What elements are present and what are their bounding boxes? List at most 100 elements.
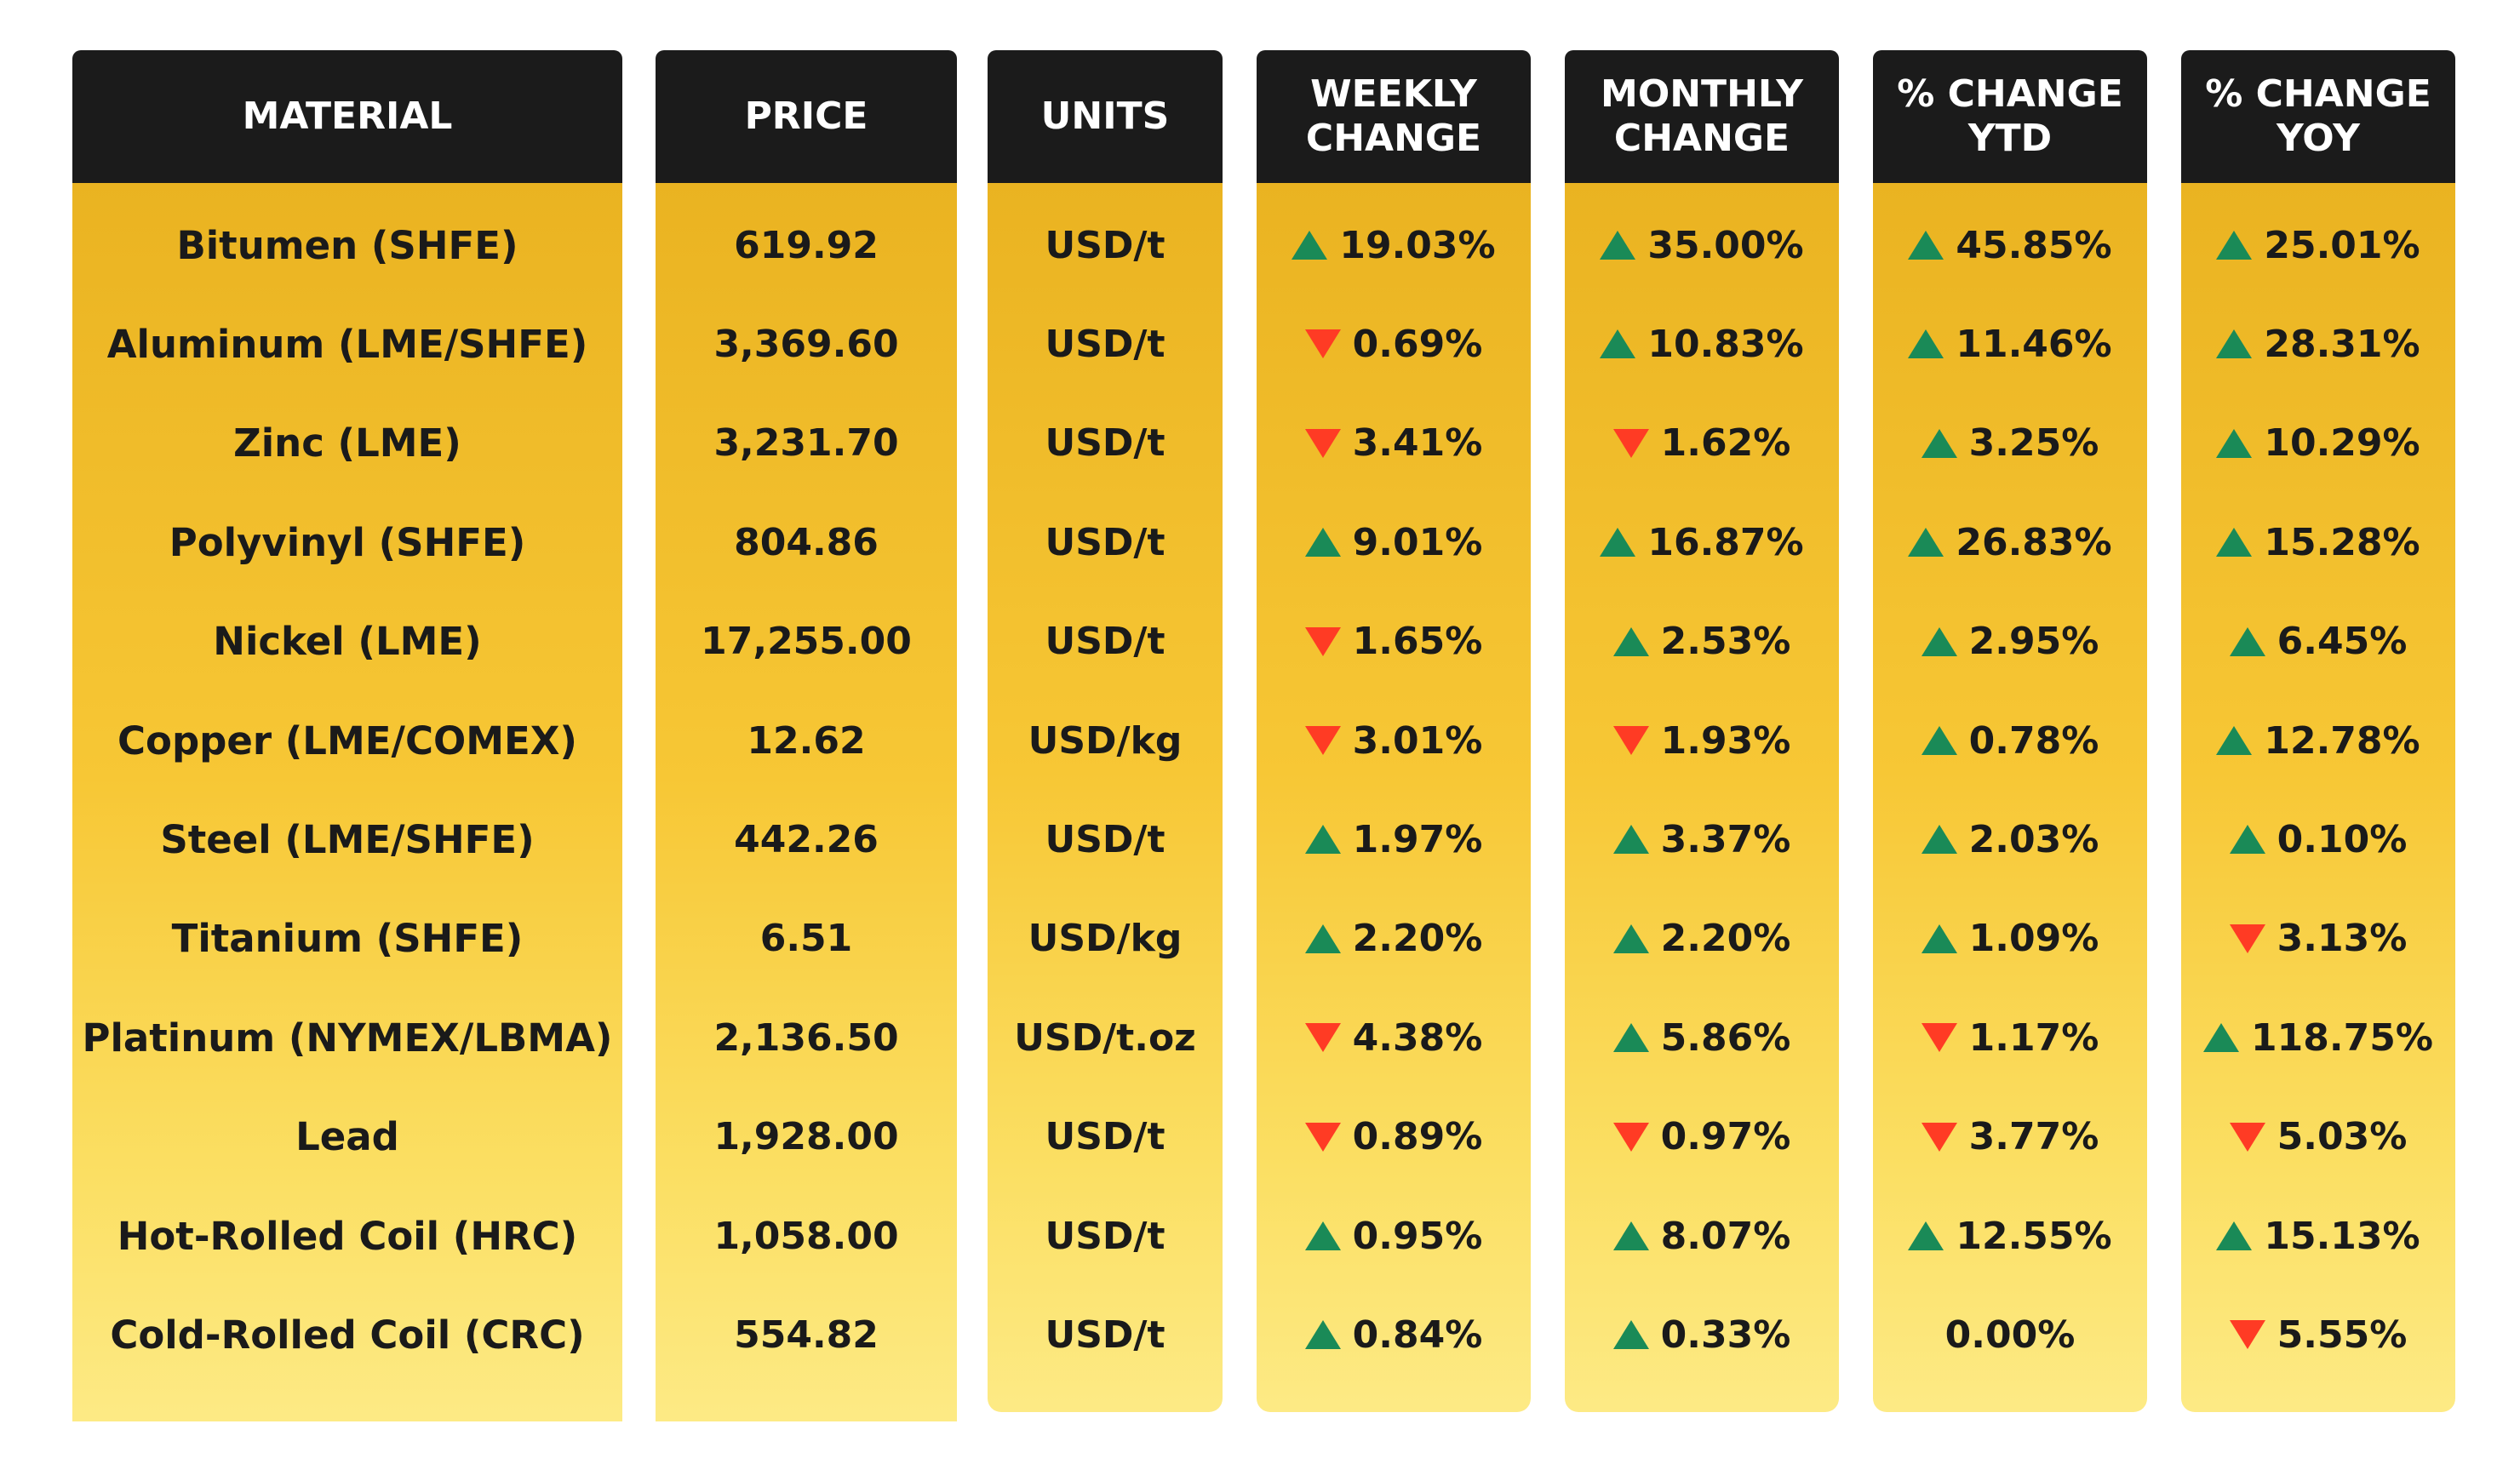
price-cell: 554.82 xyxy=(734,1312,879,1357)
ytd-cell: 0.00% xyxy=(1873,1301,2147,1369)
ytd-cell: 3.25% xyxy=(1873,409,2147,478)
price-cell: 804.86 xyxy=(734,520,879,564)
triangle-down-icon xyxy=(1304,428,1341,458)
price-cell: 1,928.00 xyxy=(713,1115,899,1159)
header-material: MATERIAL xyxy=(72,50,622,183)
ytd-value: 1.09% xyxy=(1968,917,2099,961)
triangle-down-icon xyxy=(1612,726,1649,755)
weekly-cell: 0.69% xyxy=(1257,310,1531,378)
header-change-yoy: % CHANGE YOY xyxy=(2181,50,2455,183)
body-change-ytd: 45.85% 11.46% 3.25% 26.83% 2.95% 0.78% 2.03% 1.… xyxy=(1873,183,2147,1412)
weekly-value: 3.41% xyxy=(1352,421,1483,466)
material-cell: Steel (LME/SHFE) xyxy=(160,816,535,862)
yoy-value: 6.45% xyxy=(2277,620,2408,664)
price-cell: 2,136.50 xyxy=(713,1015,899,1060)
monthly-value: 1.93% xyxy=(1660,718,1791,763)
triangle-down-icon xyxy=(1921,1122,1957,1152)
header-price: PRICE xyxy=(656,50,957,183)
units-cell: USD/t.oz xyxy=(1014,1015,1196,1060)
yoy-cell: 3.13% xyxy=(2181,905,2455,973)
triangle-up-icon xyxy=(1304,924,1341,953)
weekly-cell: 2.20% xyxy=(1257,905,1531,973)
ytd-value: 12.55% xyxy=(1956,1214,2112,1258)
units-cell: USD/t xyxy=(1045,1214,1166,1258)
price-cell: 17,255.00 xyxy=(701,620,912,664)
triangle-up-icon xyxy=(2216,428,2253,458)
weekly-value: 0.84% xyxy=(1352,1312,1483,1357)
triangle-up-icon xyxy=(1612,1023,1649,1053)
triangle-down-icon xyxy=(1304,1023,1341,1053)
material-cell: Platinum (NYMEX/LBMA) xyxy=(82,1015,613,1061)
ytd-cell: 1.09% xyxy=(1873,905,2147,973)
column-change-ytd: % CHANGE YTD 45.85% 11.46% 3.25% 26.83% 2.95… xyxy=(1873,50,2147,1412)
monthly-cell: 1.93% xyxy=(1565,706,1839,775)
monthly-value: 35.00% xyxy=(1647,223,1804,267)
triangle-down-icon xyxy=(1304,626,1341,656)
column-weekly-change: WEEKLY CHANGE 19.03% 0.69% 3.41% 9.01% 1.65%… xyxy=(1257,50,1531,1412)
ytd-cell: 2.95% xyxy=(1873,608,2147,676)
triangle-up-icon xyxy=(1304,528,1341,558)
units-cell: USD/t xyxy=(1045,520,1166,564)
triangle-up-icon xyxy=(1908,528,1944,558)
triangle-down-icon xyxy=(1612,1122,1649,1152)
weekly-cell: 0.89% xyxy=(1257,1103,1531,1171)
yoy-cell: 15.28% xyxy=(2181,508,2455,576)
weekly-value: 4.38% xyxy=(1352,1015,1483,1060)
ytd-value: 11.46% xyxy=(1956,322,2112,366)
yoy-cell: 5.55% xyxy=(2181,1301,2455,1369)
price-cell: 442.26 xyxy=(734,817,879,861)
triangle-down-icon xyxy=(2229,1320,2265,1350)
monthly-cell: 5.86% xyxy=(1565,1004,1839,1072)
weekly-cell: 1.65% xyxy=(1257,608,1531,676)
body-weekly-change: 19.03% 0.69% 3.41% 9.01% 1.65% 3.01% 1.97% 2.20… xyxy=(1257,183,1531,1412)
price-cell: 619.92 xyxy=(734,223,879,267)
ytd-value: 2.03% xyxy=(1968,817,2099,861)
triangle-up-icon xyxy=(2229,825,2265,855)
ytd-cell: 45.85% xyxy=(1873,211,2147,279)
weekly-value: 0.95% xyxy=(1352,1214,1483,1258)
monthly-cell: 3.37% xyxy=(1565,805,1839,873)
column-price: PRICE 619.92 3,369.60 3,231.70 804.86 17,255… xyxy=(656,50,957,1421)
ytd-value: 0.00% xyxy=(1944,1312,2076,1357)
triangle-down-icon xyxy=(2229,1122,2265,1152)
yoy-value: 5.03% xyxy=(2277,1115,2408,1159)
units-cell: USD/t xyxy=(1045,817,1166,861)
triangle-up-icon xyxy=(1612,1221,1649,1250)
triangle-up-icon xyxy=(1921,726,1957,755)
material-cell: Titanium (SHFE) xyxy=(171,916,524,962)
body-monthly-change: 35.00% 10.83% 1.62% 16.87% 2.53% 1.93% 3.37% 2.… xyxy=(1565,183,1839,1412)
units-cell: USD/kg xyxy=(1028,917,1183,961)
triangle-up-icon xyxy=(1612,924,1649,953)
yoy-value: 15.13% xyxy=(2264,1214,2420,1258)
monthly-value: 16.87% xyxy=(1647,520,1804,564)
header-units: UNITS xyxy=(988,50,1223,183)
yoy-cell: 10.29% xyxy=(2181,409,2455,478)
ytd-cell: 3.77% xyxy=(1873,1103,2147,1171)
weekly-value: 19.03% xyxy=(1339,223,1496,267)
weekly-value: 1.65% xyxy=(1352,620,1483,664)
triangle-up-icon xyxy=(2229,626,2265,656)
weekly-cell: 4.38% xyxy=(1257,1004,1531,1072)
weekly-cell: 3.41% xyxy=(1257,409,1531,478)
weekly-value: 1.97% xyxy=(1352,817,1483,861)
ytd-value: 3.77% xyxy=(1968,1115,2099,1159)
triangle-down-icon xyxy=(1612,428,1649,458)
yoy-cell: 28.31% xyxy=(2181,310,2455,378)
units-cell: USD/t xyxy=(1045,1312,1166,1357)
monthly-value: 1.62% xyxy=(1660,421,1791,466)
triangle-up-icon xyxy=(1304,1320,1341,1350)
material-cell: Cold-Rolled Coil (CRC) xyxy=(110,1312,585,1358)
triangle-down-icon xyxy=(1304,726,1341,755)
ytd-cell: 12.55% xyxy=(1873,1202,2147,1270)
price-cell: 3,231.70 xyxy=(713,421,899,466)
ytd-value: 45.85% xyxy=(1956,223,2112,267)
weekly-cell: 9.01% xyxy=(1257,508,1531,576)
ytd-value: 26.83% xyxy=(1956,520,2112,564)
units-cell: USD/t xyxy=(1045,620,1166,664)
triangle-up-icon xyxy=(1921,626,1957,656)
monthly-value: 8.07% xyxy=(1660,1214,1791,1258)
monthly-value: 0.33% xyxy=(1660,1312,1791,1357)
triangle-up-icon xyxy=(1292,231,1328,260)
column-monthly-change: MONTHLY CHANGE 35.00% 10.83% 1.62% 16.87% 2.… xyxy=(1565,50,1839,1412)
triangle-up-icon xyxy=(1921,924,1957,953)
